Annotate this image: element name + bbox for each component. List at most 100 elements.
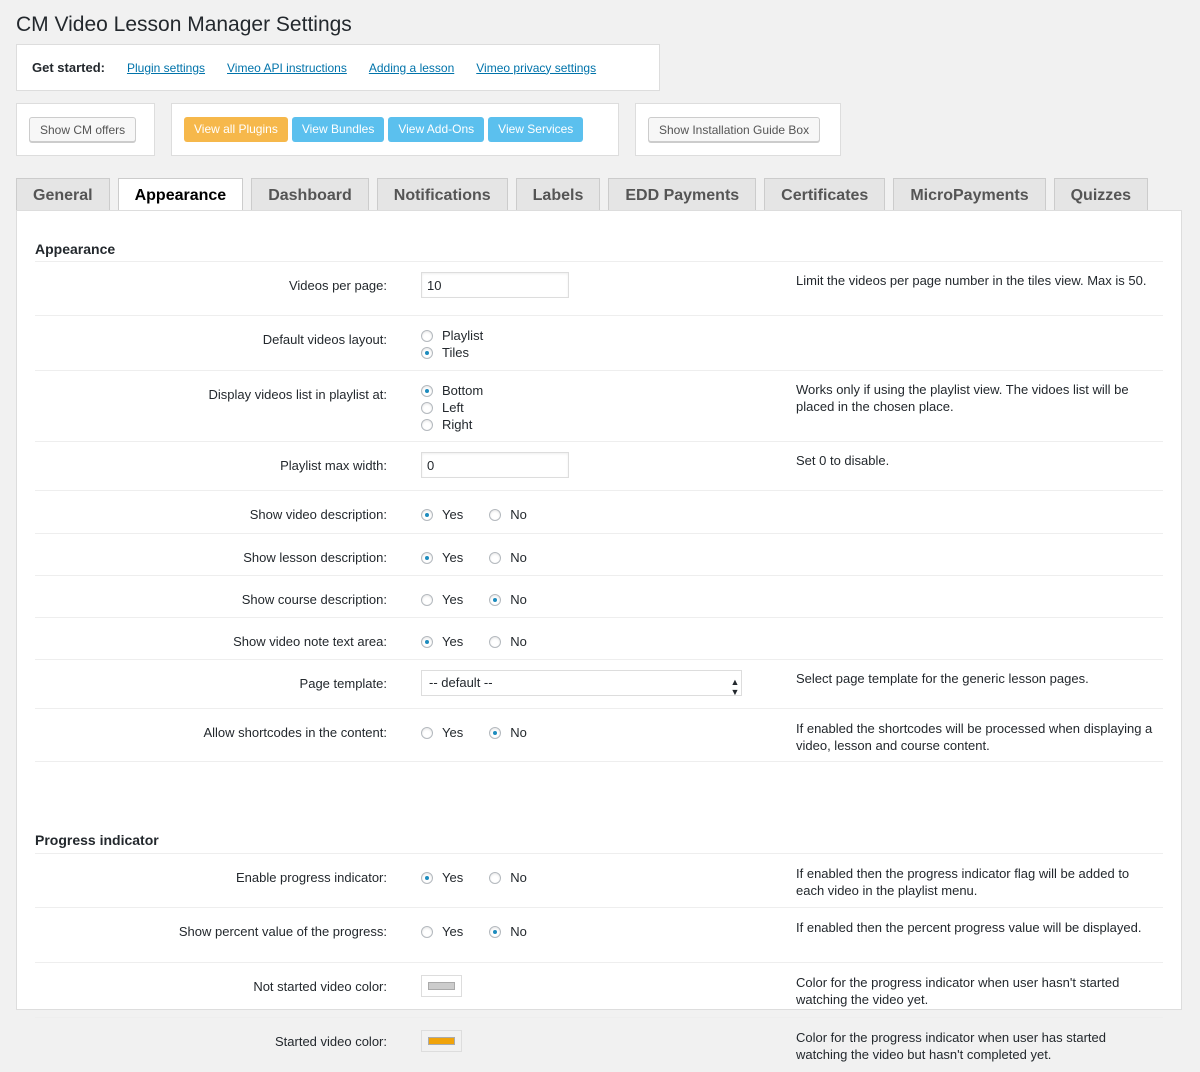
radio-button[interactable] xyxy=(421,329,433,342)
setting-field: Playlist Tiles xyxy=(421,327,509,361)
radio-no[interactable]: No xyxy=(489,869,527,886)
radio-yes[interactable]: Yes xyxy=(421,923,463,940)
view-all-plugins-button[interactable]: View all Plugins xyxy=(184,117,288,142)
tab-general[interactable]: General xyxy=(16,178,110,211)
vimeo-api-link[interactable]: Vimeo API instructions xyxy=(227,60,347,75)
color-picker-button[interactable] xyxy=(421,1030,462,1052)
setting-label: Show lesson description: xyxy=(243,550,387,565)
setting-description: If enabled the shortcodes will be proces… xyxy=(796,721,1153,753)
radio-no[interactable]: No xyxy=(489,549,527,566)
setting-label: Show percent value of the progress: xyxy=(178,924,387,939)
setting-label: Videos per page: xyxy=(288,278,387,293)
plugin-settings-link[interactable]: Plugin settings xyxy=(126,60,206,75)
radio-label: Yes xyxy=(442,507,464,522)
radio-no[interactable]: No xyxy=(489,724,527,741)
radio-yes[interactable]: Yes xyxy=(421,591,463,608)
tab-notifications[interactable]: Notifications xyxy=(376,178,508,211)
setting-field: Yes No xyxy=(421,506,553,525)
tab-edd-payments[interactable]: EDD Payments xyxy=(608,178,757,211)
adding-lesson-link[interactable]: Adding a lesson xyxy=(368,60,455,75)
section-heading: Appearance xyxy=(35,211,1163,262)
setting-description: Color for the progress indicator when us… xyxy=(796,1030,1106,1062)
radio-button[interactable] xyxy=(421,593,433,606)
radio-label: Right xyxy=(442,417,473,432)
setting-field: Yes No xyxy=(421,869,553,888)
radio-button[interactable] xyxy=(421,726,433,739)
radio-button[interactable] xyxy=(421,384,433,397)
setting-row: Show video description: Yes No xyxy=(35,491,1163,534)
radio-button[interactable] xyxy=(421,418,433,431)
radio-no[interactable]: No xyxy=(489,591,527,608)
page-template-select[interactable]: -- default -- ▲▼ xyxy=(421,670,742,697)
radio-yes[interactable]: Yes xyxy=(421,506,463,523)
text-input[interactable]: 0 xyxy=(421,452,569,478)
view-bundles-button[interactable]: View Bundles xyxy=(291,117,385,142)
tab-micropayments[interactable]: MicroPayments xyxy=(893,178,1046,211)
vimeo-privacy-link[interactable]: Vimeo privacy settings xyxy=(476,60,597,75)
radio-yes[interactable]: Yes xyxy=(421,869,463,886)
setting-field: Yes No xyxy=(421,923,553,942)
radio-no[interactable]: No xyxy=(489,506,527,523)
tab-quizzes[interactable]: Quizzes xyxy=(1053,178,1149,211)
radio-label: No xyxy=(510,550,527,565)
show-installation-guide-button[interactable]: Show Installation Guide Box xyxy=(648,117,821,142)
setting-description: If enabled then the progress indicator f… xyxy=(796,866,1130,898)
radio-button[interactable] xyxy=(489,871,502,884)
setting-field: 10 xyxy=(421,272,569,298)
tab-appearance[interactable]: Appearance xyxy=(117,178,244,212)
setting-description: Select page template for the generic les… xyxy=(796,671,1089,686)
radio-yes[interactable]: Yes xyxy=(421,633,463,650)
radio-button[interactable] xyxy=(489,551,502,564)
radio-label: Left xyxy=(442,400,464,415)
radio-playlist[interactable]: Playlist xyxy=(421,327,483,344)
radio-button[interactable] xyxy=(421,871,433,884)
radio-right[interactable]: Right xyxy=(421,416,483,433)
setting-description: If enabled then the percent progress val… xyxy=(796,920,1142,935)
setting-row: Playlist max width: 0 Set 0 to disable. xyxy=(35,442,1163,491)
radio-button[interactable] xyxy=(489,508,502,521)
setting-label: Playlist max width: xyxy=(280,458,387,473)
color-picker-button[interactable] xyxy=(421,975,462,997)
settings-tabs: General Appearance Dashboard Notifications L… xyxy=(16,178,1149,212)
radio-button[interactable] xyxy=(421,346,433,359)
tab-dashboard[interactable]: Dashboard xyxy=(251,178,369,211)
radio-label: No xyxy=(510,725,527,740)
radio-yes[interactable]: Yes xyxy=(421,724,463,741)
radio-button[interactable] xyxy=(421,551,433,564)
setting-field: Yes No xyxy=(421,633,553,652)
radio-no[interactable]: No xyxy=(489,923,527,940)
radio-button[interactable] xyxy=(489,726,502,739)
radio-button[interactable] xyxy=(489,593,502,606)
radio-tiles[interactable]: Tiles xyxy=(421,344,483,361)
radio-button[interactable] xyxy=(421,401,433,414)
radio-button[interactable] xyxy=(421,508,433,521)
radio-label: Playlist xyxy=(442,328,484,343)
radio-group: Yes No xyxy=(421,923,553,942)
radio-yes[interactable]: Yes xyxy=(421,549,463,566)
view-addons-button[interactable]: View Add-Ons xyxy=(388,117,485,142)
radio-group: Yes No xyxy=(421,633,553,652)
setting-field: Yes No xyxy=(421,724,553,743)
radio-label: No xyxy=(510,870,527,885)
show-cm-offers-button[interactable]: Show CM offers xyxy=(29,117,137,142)
radio-button[interactable] xyxy=(421,925,433,938)
radio-bottom[interactable]: Bottom xyxy=(421,382,483,399)
radio-button[interactable] xyxy=(421,635,433,648)
setting-label: Display videos list in playlist at: xyxy=(208,387,387,402)
tab-certificates[interactable]: Certificates xyxy=(764,178,886,211)
radio-no[interactable]: No xyxy=(489,633,527,650)
radio-left[interactable]: Left xyxy=(421,399,483,416)
text-input[interactable]: 10 xyxy=(421,272,569,298)
setting-row: Enable progress indicator: Yes No If enable… xyxy=(35,854,1163,908)
install-guide-box: Show Installation Guide Box xyxy=(635,103,841,156)
view-services-button[interactable]: View Services xyxy=(488,117,584,142)
setting-row: Videos per page: 10 Limit the videos per p… xyxy=(35,262,1163,316)
setting-row: Started video color: Color for the progre… xyxy=(35,1018,1163,1072)
setting-label: Started video color: xyxy=(274,1034,387,1049)
radio-button[interactable] xyxy=(489,925,502,938)
tab-labels[interactable]: Labels xyxy=(515,178,601,211)
setting-description: Set 0 to disable. xyxy=(796,453,890,468)
chevron-updown-icon: ▲▼ xyxy=(730,677,740,697)
radio-button[interactable] xyxy=(489,635,502,648)
setting-field: Bottom Left Right xyxy=(421,382,509,433)
